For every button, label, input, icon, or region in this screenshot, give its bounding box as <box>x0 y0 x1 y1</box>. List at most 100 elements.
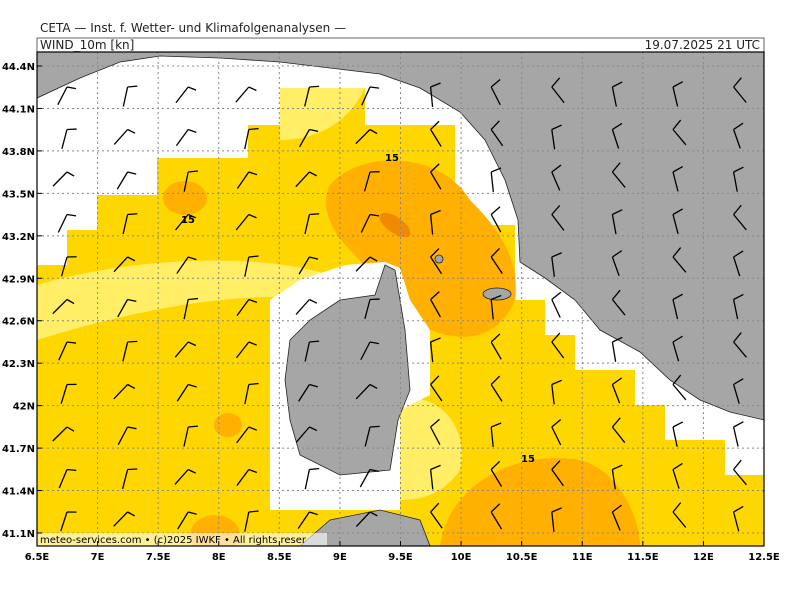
wind-barb <box>672 335 683 362</box>
barb-shaft <box>60 511 68 532</box>
wind-barb <box>551 291 562 318</box>
sardinia <box>299 509 431 546</box>
barb-flag <box>672 293 684 301</box>
barb-flag <box>127 213 138 216</box>
barb-shaft <box>490 469 503 487</box>
wind-barb <box>113 128 136 145</box>
credit-bg <box>37 533 327 546</box>
barb-shaft <box>361 86 371 106</box>
wind-barb <box>429 337 441 362</box>
barb-flag <box>490 460 501 470</box>
barb-flag <box>188 297 199 301</box>
barb-shaft <box>174 469 189 485</box>
lon-label: 9E <box>333 552 347 563</box>
wind-barb <box>611 464 623 490</box>
lat-label: 42N <box>13 402 35 413</box>
strong-wind <box>214 413 242 437</box>
barb-flag <box>430 464 441 471</box>
barb-flag <box>369 86 380 89</box>
barb-shaft <box>60 384 68 404</box>
barb-shaft <box>732 384 740 404</box>
barb-flag <box>490 78 501 88</box>
barb-flag <box>248 127 259 131</box>
barb-flag <box>66 298 75 305</box>
barb-flag <box>127 171 137 175</box>
barb-flag <box>733 77 742 88</box>
barb-shaft <box>295 299 310 315</box>
wind-barb <box>490 120 504 147</box>
wind-barb <box>295 171 318 188</box>
valid-time: 19.07.2025 21 UTC <box>645 38 760 52</box>
barb-shaft <box>429 86 434 107</box>
wind-barb <box>430 375 443 402</box>
wind-barb <box>364 298 380 320</box>
wind-barb <box>57 86 76 106</box>
wind-barb <box>236 171 258 189</box>
wind-barb <box>490 460 503 487</box>
barb-flag <box>612 336 623 343</box>
barb-flag <box>430 418 440 428</box>
barb-flag <box>248 382 259 386</box>
barb-shaft <box>183 299 189 320</box>
wind-barb <box>117 426 137 445</box>
wind-barb <box>295 426 318 443</box>
barb-shaft <box>672 214 679 235</box>
wind-barb <box>122 85 138 107</box>
barb-shaft <box>611 171 626 188</box>
wind-barb <box>672 462 683 489</box>
wind-barb <box>672 119 687 146</box>
barb-flag <box>248 341 257 346</box>
barb-flag <box>248 468 258 474</box>
barb-shaft <box>430 384 443 402</box>
barb-shaft <box>183 426 189 447</box>
barb-flag <box>490 120 500 130</box>
barb-flag <box>551 379 562 386</box>
barb-shaft <box>304 341 311 362</box>
barb-flag <box>309 467 320 471</box>
lat-label: 44.4N <box>2 62 35 73</box>
barb-shaft <box>490 384 503 402</box>
barb-flag <box>369 383 378 390</box>
wind-barb <box>355 511 378 528</box>
barb-shaft <box>733 86 747 103</box>
barb-flag <box>551 164 562 173</box>
wind-barb <box>490 333 502 360</box>
barb-flag <box>187 341 197 347</box>
wind-barb <box>611 289 626 316</box>
barb-flag <box>188 425 199 428</box>
barb-flag <box>612 209 623 216</box>
barb-shaft <box>490 171 494 192</box>
barb-flag <box>733 505 744 513</box>
wind-barb <box>298 383 319 402</box>
barb-flag <box>733 204 742 215</box>
barb-shaft <box>355 384 371 400</box>
wind-barb <box>298 256 319 275</box>
barb-flag <box>369 341 379 345</box>
wind-barb <box>611 209 623 235</box>
lat-label: 41.1N <box>2 529 35 540</box>
barb-shaft <box>363 171 371 192</box>
lat-label: 43.2N <box>2 232 35 243</box>
map-area: 15 15 15 meteo-services.com • (c)2025 IW… <box>37 52 764 546</box>
barb-flag <box>369 256 378 262</box>
wind-barb <box>361 86 380 106</box>
wind-barb <box>58 341 77 361</box>
barb-flag <box>369 511 378 517</box>
wind-barb <box>551 124 562 150</box>
wind-barb <box>551 507 562 532</box>
barb-shaft <box>174 341 189 358</box>
wind-barb <box>611 81 623 107</box>
barb-flag <box>66 213 77 217</box>
barb-shaft <box>551 129 556 150</box>
barb-shaft <box>52 426 68 442</box>
wind-barb <box>551 164 562 191</box>
barb-shaft <box>360 214 371 233</box>
barb-shaft <box>490 341 502 360</box>
barb-shaft <box>236 469 250 486</box>
barb-flag <box>188 383 197 388</box>
barb-shaft <box>732 511 740 532</box>
weak-wind <box>280 88 365 140</box>
barb-flag <box>127 383 136 389</box>
barb-shaft <box>611 469 616 490</box>
barb-shaft <box>61 129 68 150</box>
